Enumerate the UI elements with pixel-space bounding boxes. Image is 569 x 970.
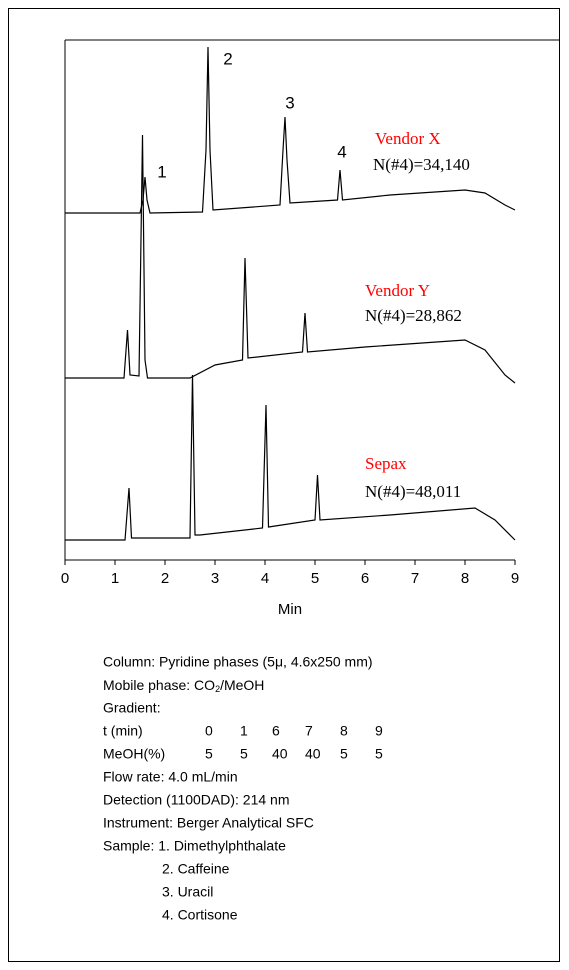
- x-tick-label: 1: [111, 570, 119, 587]
- x-tick-label: 6: [361, 570, 369, 587]
- series-label: N(#4)=34,140: [373, 155, 470, 174]
- gradient-cell: 5: [205, 746, 213, 762]
- peak-label: 4: [337, 142, 346, 161]
- x-tick-label: 5: [311, 570, 319, 587]
- trace: [65, 134, 516, 384]
- series-name: Vendor Y: [365, 281, 430, 300]
- gradient-cell: 1: [240, 723, 248, 739]
- peak-label: 1: [157, 162, 166, 181]
- peak-label: 2: [223, 49, 232, 68]
- x-tick-label: 2: [161, 570, 169, 587]
- note-instrument: Instrument: Berger Analytical SFC: [103, 815, 314, 831]
- gradient-cell: 40: [305, 746, 321, 762]
- x-tick-label: 4: [261, 570, 269, 587]
- series-label: N(#4)=48,011: [365, 482, 461, 501]
- subscript: 2: [215, 684, 220, 694]
- note-mobile-phase: Mobile phase: CO2/MeOH: [103, 677, 264, 695]
- trace: [65, 46, 516, 214]
- note-sample: 4. Cortisone: [162, 907, 238, 923]
- x-tick-label: 0: [61, 570, 69, 587]
- x-tick-label: 7: [411, 570, 419, 587]
- gradient-cell: 40: [272, 746, 288, 762]
- gradient-table: t (min) 0 1 6 7 8 9 MeOH(%) 5 5 40 40 5 5: [103, 723, 383, 762]
- note-column: Column: Pyridine phases (5μ, 4.6x250 mm): [103, 654, 373, 670]
- gradient-cell: 0: [205, 723, 213, 739]
- note-sample: 3. Uracil: [162, 884, 213, 900]
- x-tick-label: 8: [461, 570, 469, 587]
- trace: [65, 374, 516, 541]
- series-name: Sepax: [365, 454, 407, 473]
- text: /MeOH: [220, 677, 264, 693]
- gradient-cell: 7: [305, 723, 313, 739]
- note-gradient: Gradient:: [103, 700, 161, 716]
- gradient-cell: t (min): [103, 723, 143, 739]
- border: [8, 8, 560, 962]
- gradient-cell: MeOH(%): [103, 746, 165, 762]
- gradient-cell: 5: [240, 746, 248, 762]
- gradient-cell: 9: [375, 723, 383, 739]
- series-name: Vendor X: [375, 129, 441, 148]
- notes: Column: Pyridine phases (5μ, 4.6x250 mm)…: [103, 654, 383, 923]
- peak-label: 3: [285, 93, 294, 112]
- text: Mobile phase: CO: [103, 677, 215, 693]
- x-tick-label: 9: [511, 570, 519, 587]
- x-tick-label: 3: [211, 570, 219, 587]
- x-axis-label: Min: [278, 601, 302, 618]
- note-sample: Sample: 1. Dimethylphthalate: [103, 838, 286, 854]
- note-sample: 2. Caffeine: [162, 861, 230, 877]
- series-label: N(#4)=28,862: [365, 306, 462, 325]
- note-flow: Flow rate: 4.0 mL/min: [103, 769, 238, 785]
- gradient-cell: 5: [375, 746, 383, 762]
- note-detection: Detection (1100DAD): 214 nm: [103, 792, 290, 808]
- gradient-cell: 8: [340, 723, 348, 739]
- gradient-cell: 5: [340, 746, 348, 762]
- gradient-cell: 6: [272, 723, 280, 739]
